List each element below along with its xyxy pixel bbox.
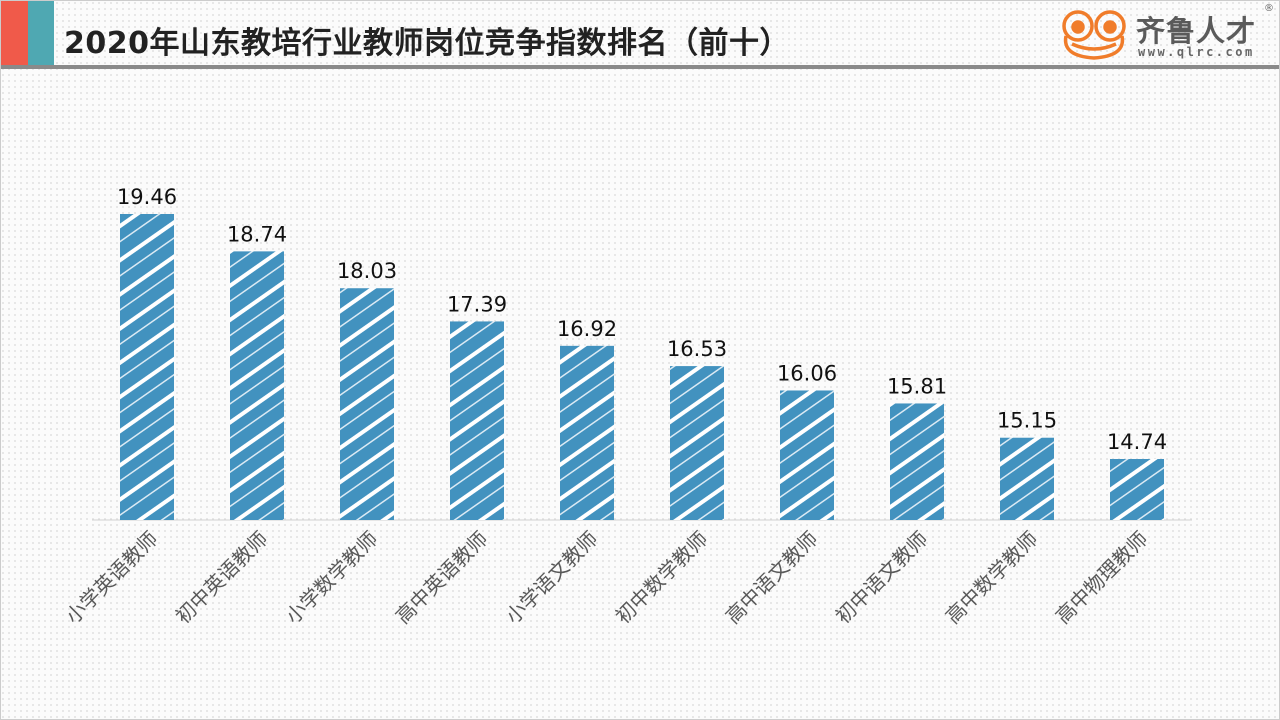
bar-4 (450, 321, 504, 520)
data-label: 16.06 (777, 361, 837, 385)
bar-10 (1110, 459, 1164, 520)
x-tick-label: 高中物理教师 (1051, 527, 1153, 629)
x-tick-label: 初中数学教师 (611, 527, 713, 629)
x-tick-label: 高中语文教师 (721, 527, 823, 629)
data-label: 18.03 (337, 259, 397, 283)
x-tick-label: 小学语文教师 (501, 527, 603, 629)
page-title: 2020年山东教培行业教师岗位竞争指数排名（前十） (64, 26, 790, 61)
bar-2 (230, 251, 284, 521)
bar-9 (1000, 437, 1054, 520)
x-tick-label: 小学数学教师 (281, 527, 383, 629)
registered-mark: ® (1264, 3, 1274, 14)
logo-name: 齐鲁人才 (1136, 14, 1257, 48)
brand-logo: 齐鲁人才 www.qlrc.com ® (1058, 3, 1278, 62)
x-tick-label: 高中数学教师 (941, 527, 1043, 629)
data-label: 18.74 (227, 222, 287, 246)
data-label: 15.81 (887, 374, 947, 398)
logo-url: www.qlrc.com (1138, 45, 1255, 59)
x-tick-label: 初中语文教师 (831, 527, 933, 629)
bar-6 (670, 366, 724, 520)
bar-3 (340, 288, 394, 520)
accent-block-red (0, 0, 28, 66)
x-tick-label: 初中英语教师 (171, 527, 273, 629)
accent-block-teal (28, 0, 54, 66)
data-label: 16.53 (667, 337, 727, 361)
x-tick-label: 高中英语教师 (391, 527, 493, 629)
header-divider (0, 65, 1280, 69)
bar-5 (560, 345, 614, 520)
frog-face-icon (1062, 10, 1126, 60)
data-label: 17.39 (447, 292, 507, 316)
data-label: 19.46 (117, 185, 177, 209)
bar-1 (120, 214, 174, 520)
x-tick-label: 小学英语教师 (61, 527, 163, 629)
data-label: 14.74 (1107, 430, 1167, 454)
data-label: 15.15 (997, 409, 1057, 433)
data-label: 16.92 (557, 317, 617, 341)
bar-7 (780, 390, 834, 520)
bar-8 (890, 403, 944, 520)
